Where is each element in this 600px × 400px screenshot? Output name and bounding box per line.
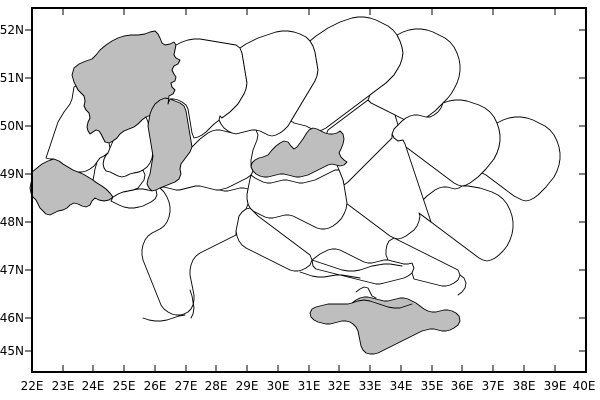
x-tick-label-39e: 39E: [544, 379, 567, 393]
x-tick-label-35e: 35E: [421, 379, 444, 393]
danube-delta-detail: [142, 314, 186, 322]
tick-marks-x-top: [62, 8, 556, 15]
x-tick-label-31e: 31E: [298, 379, 321, 393]
perekop-detail: [355, 286, 377, 299]
dnistrovskyi-liman-detail: [189, 289, 195, 319]
region-kirovohrad: [246, 169, 348, 230]
x-tick-label-37e: 37E: [482, 379, 505, 393]
kinburn-spit-detail: [299, 271, 361, 279]
region-luhansk: [481, 116, 561, 202]
y-tick-label-52n: 52N: [0, 23, 24, 37]
x-tick-label-24e: 24E: [82, 379, 105, 393]
region-cherkasy: [250, 127, 348, 178]
x-axis-tick-labels: 22E 23E 24E 25E 26E 27E 28E 29E 30E 31E …: [21, 379, 596, 393]
y-tick-label-46n: 46N: [0, 311, 24, 325]
y-tick-label-48n: 48N: [0, 215, 24, 229]
x-tick-label-22e: 22E: [21, 379, 44, 393]
x-tick-label-30e: 30E: [267, 379, 290, 393]
region-kharkiv: [391, 99, 501, 187]
x-tick-label-38e: 38E: [513, 379, 536, 393]
y-tick-label-49n: 49N: [0, 167, 24, 181]
tick-marks-y-left: [25, 29, 32, 352]
region-vinnytsia: [159, 129, 259, 191]
dnipro-estuary-detail: [311, 259, 403, 272]
y-tick-label-50n: 50N: [0, 119, 24, 133]
x-tick-label-34e: 34E: [390, 379, 413, 393]
y-tick-label-51n: 51N: [0, 71, 24, 85]
tick-marks-x-bottom: [31, 365, 587, 372]
x-tick-label-36e: 36E: [451, 379, 474, 393]
region-ivano-frankivsk: [92, 152, 146, 198]
x-tick-label-27e: 27E: [175, 379, 198, 393]
x-tick-label-28e: 28E: [205, 379, 228, 393]
y-axis-tick-labels: 45N 46N 47N 48N 49N 50N 51N 52N: [0, 23, 24, 358]
region-mykolaiv: [235, 207, 313, 272]
region-layer: [29, 16, 561, 355]
y-tick-label-45n: 45N: [0, 344, 24, 358]
x-tick-label-32e: 32E: [328, 379, 351, 393]
x-tick-label-40e: 40E: [573, 379, 596, 393]
y-tick-label-47n: 47N: [0, 263, 24, 277]
coastline-detail-layer: [142, 259, 467, 322]
region-kyiv: [218, 30, 319, 137]
sivash-lagoon-detail: [351, 299, 413, 309]
x-tick-label-33e: 33E: [359, 379, 382, 393]
region-chernihiv: [290, 16, 404, 132]
x-tick-label-25e: 25E: [113, 379, 136, 393]
region-donetsk: [416, 185, 514, 262]
azov-coast-detail: [457, 274, 467, 296]
x-tick-label-29e: 29E: [236, 379, 259, 393]
region-zhytomyr: [167, 38, 248, 139]
region-lviv: [45, 85, 111, 173]
region-odesa: [141, 185, 249, 316]
region-zaporizhzhia: [385, 237, 461, 287]
tick-marks-y-right: [579, 29, 586, 352]
x-tick-label-23e: 23E: [52, 379, 75, 393]
region-crimea: [309, 296, 461, 355]
x-tick-label-26e: 26E: [144, 379, 167, 393]
